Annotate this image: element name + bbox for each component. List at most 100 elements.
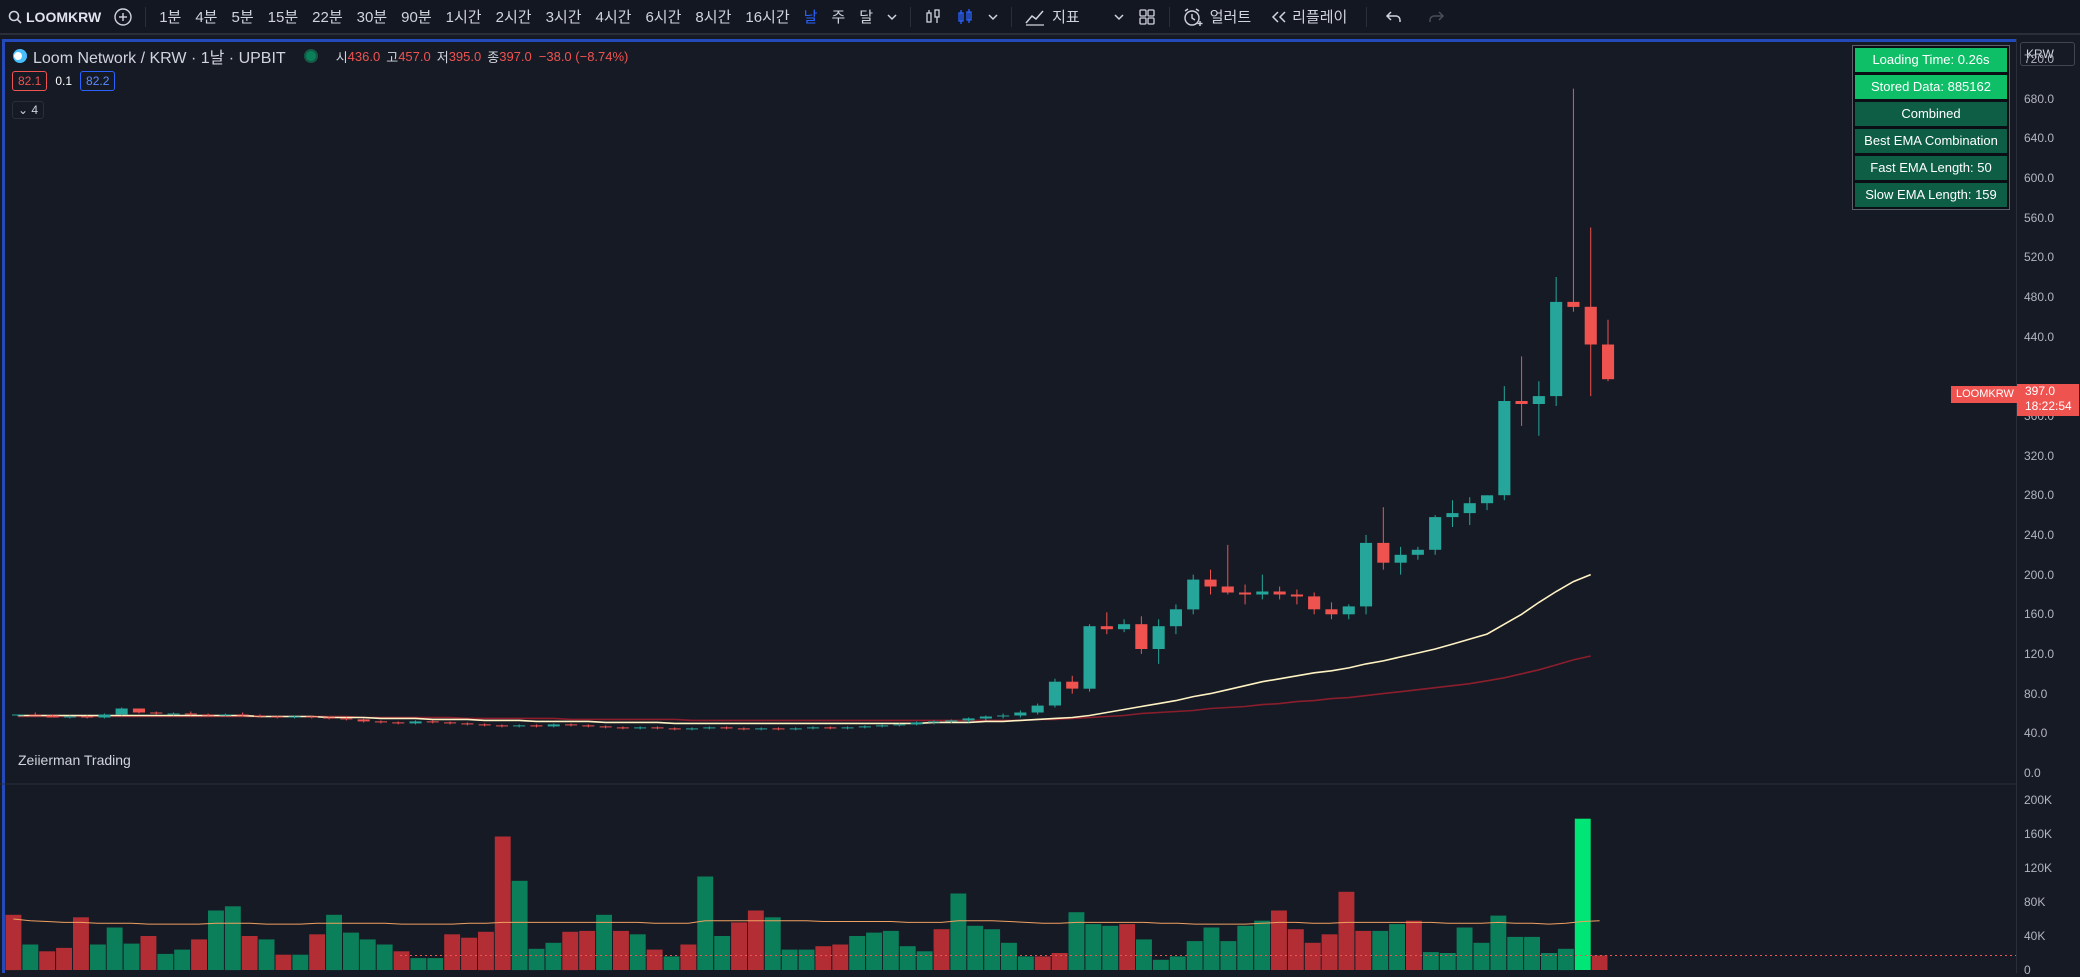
plus-circle-icon: [114, 7, 132, 26]
interval-button[interactable]: 6시간: [645, 9, 682, 26]
candle-body: [1394, 554, 1407, 563]
price-chart[interactable]: [0, 39, 2016, 973]
volume-bar: [899, 946, 916, 970]
indicator-collapse-button[interactable]: ⌄ 4: [12, 101, 45, 119]
indicators-button[interactable]: 지표: [1018, 6, 1093, 27]
candle-body: [910, 722, 923, 725]
currency-badge[interactable]: KRW: [2020, 42, 2075, 66]
candle-body: [1152, 626, 1165, 649]
interval-button[interactable]: 22분: [312, 9, 343, 26]
volume-bar: [849, 936, 866, 970]
chart-type-dropdown-button[interactable]: [981, 13, 1005, 21]
volume-bar: [1304, 942, 1321, 970]
volume-bar: [714, 936, 731, 970]
interval-button[interactable]: 4시간: [595, 9, 632, 26]
volume-tick-label: 0: [2024, 963, 2031, 977]
indicator-value-white: 0.1: [55, 74, 73, 88]
price-tick-label: 440.0: [2024, 329, 2055, 344]
candle-body: [374, 721, 387, 723]
candle-body: [582, 725, 595, 727]
volume-bar: [1287, 929, 1304, 970]
interval-button[interactable]: 2시간: [495, 9, 532, 26]
undo-button[interactable]: [1373, 10, 1415, 24]
interval-button[interactable]: 8시간: [695, 9, 732, 26]
symbol-search[interactable]: LOOMKRW: [0, 9, 107, 25]
candle-body: [253, 715, 266, 717]
interval-button[interactable]: 3시간: [545, 9, 582, 26]
market-status-dot: [303, 49, 318, 63]
interval-button[interactable]: 5분: [231, 9, 254, 26]
indicator-value-red[interactable]: 82.1: [12, 71, 48, 91]
candle-body: [1204, 579, 1217, 587]
interval-button[interactable]: 15분: [267, 9, 299, 26]
interval-dropdown-button[interactable]: [880, 13, 904, 21]
candle-body: [755, 728, 768, 730]
interval-button[interactable]: 날: [803, 9, 818, 26]
candle-body: [132, 708, 145, 713]
info-table-row: Best EMA Combination: [1855, 129, 2007, 153]
volume-bar: [1574, 818, 1591, 970]
interval-button[interactable]: 주: [831, 9, 846, 26]
interval-button[interactable]: 1시간: [445, 9, 482, 26]
info-table-row: Stored Data: 885162: [1855, 75, 2007, 99]
layouts-button[interactable]: [1131, 7, 1163, 27]
loom-logo-icon: [13, 49, 27, 63]
volume-bar: [22, 944, 39, 970]
indicators-dropdown-button[interactable]: [1107, 13, 1131, 21]
candle-body: [202, 714, 215, 716]
volume-bar: [1102, 925, 1119, 970]
interval-button[interactable]: 1분: [159, 9, 182, 26]
volume-bar: [1591, 955, 1608, 970]
bars-style-button[interactable]: [917, 7, 949, 27]
price-tick-label: 640.0: [2024, 131, 2055, 146]
volume-bar: [882, 930, 899, 970]
candle-body: [651, 727, 664, 729]
candle-body: [357, 719, 370, 722]
volume-bar: [1507, 936, 1524, 970]
interval-button[interactable]: 4분: [195, 9, 218, 26]
volume-tick-label: 80K: [2024, 895, 2046, 909]
volume-bar: [174, 949, 191, 970]
interval-button[interactable]: 달: [859, 9, 874, 26]
volume-bar: [798, 949, 815, 970]
price-axis[interactable]: [2016, 39, 2080, 973]
volume-bar: [815, 946, 832, 970]
candle-body: [150, 712, 163, 714]
volume-bar: [1439, 953, 1456, 970]
symbol-title: Loom Network / KRW · 1날 · UPBIT: [33, 50, 286, 67]
volume-bar: [1541, 953, 1557, 970]
info-table-row: Slow EMA Length: 159: [1855, 183, 2007, 207]
volume-bar: [191, 939, 207, 970]
chart-pane[interactable]: [2, 39, 2016, 973]
volume-bar: [1119, 924, 1136, 970]
interval-button[interactable]: 90분: [401, 9, 432, 26]
volume-bar: [1406, 920, 1422, 970]
volume-bar: [1338, 891, 1355, 970]
volume-bar: [629, 934, 646, 970]
candle-body: [288, 716, 301, 718]
volume-bar: [511, 880, 528, 971]
redo-button[interactable]: [1415, 10, 1457, 24]
volume-bar: [1321, 934, 1338, 970]
indicator-value-blue[interactable]: 82.2: [80, 71, 116, 91]
price-tick-label: 560.0: [2024, 210, 2055, 225]
price-tick-label: 240.0: [2024, 527, 2055, 542]
alert-button[interactable]: 얼러트: [1176, 6, 1264, 27]
chevron-down-icon: [988, 13, 998, 20]
candle-body: [979, 716, 992, 719]
candle-body: [962, 718, 975, 721]
volume-bar: [1169, 956, 1186, 970]
toolbar-divider: [145, 6, 147, 27]
volume-bar: [764, 917, 781, 970]
volume-bar: [1254, 920, 1271, 970]
interval-button[interactable]: 30분: [356, 9, 388, 26]
replay-button[interactable]: 리플레이: [1264, 6, 1360, 27]
compare-add-button[interactable]: [107, 7, 139, 27]
interval-button[interactable]: 16시간: [745, 9, 790, 26]
undo-icon: [1386, 10, 1402, 22]
candle-body: [737, 728, 750, 730]
candle-body: [720, 727, 733, 729]
volume-bar: [1490, 915, 1507, 970]
candle-body: [565, 724, 578, 726]
candles-style-button[interactable]: [949, 7, 981, 27]
